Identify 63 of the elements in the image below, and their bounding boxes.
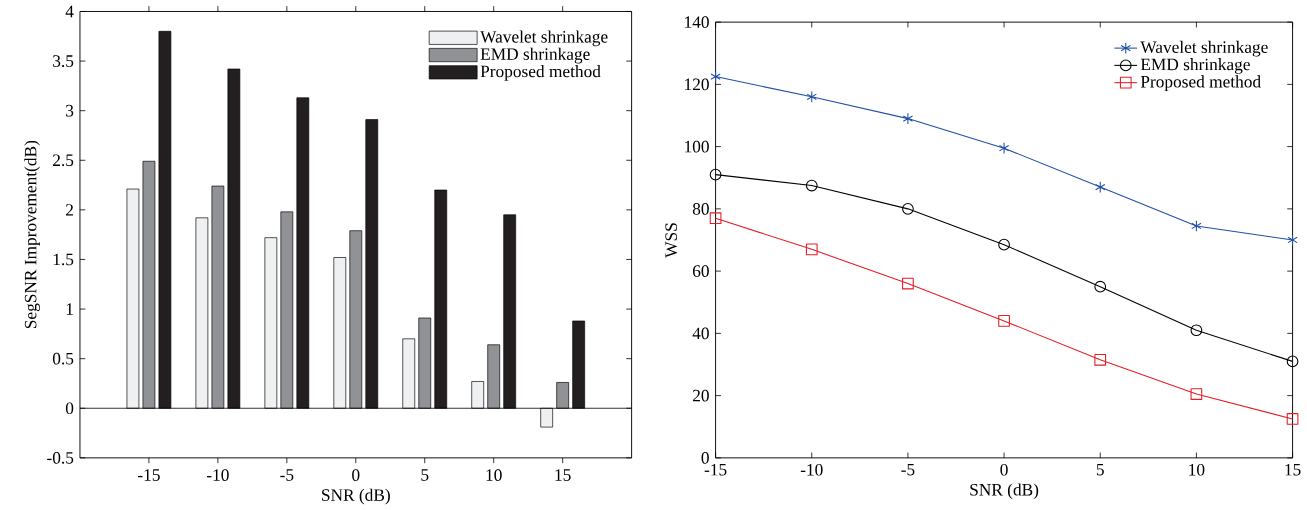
x-tick-label: -15: [138, 469, 160, 481]
x-tick-label: -15: [704, 463, 727, 476]
y-tick-label: 40: [692, 327, 709, 340]
point: [710, 70, 721, 83]
legend-label: EMD shrinkage: [1140, 57, 1250, 74]
y-axis-title: WSS: [665, 223, 678, 258]
y-tick-label: 1.5: [53, 253, 74, 266]
legend-label: Wavelet shrinkage: [480, 30, 608, 47]
point: [998, 238, 1010, 251]
point: [1095, 181, 1106, 193]
y-tick-label: 20: [692, 389, 709, 402]
point: [1094, 280, 1107, 293]
point: [1191, 220, 1202, 232]
x-tick-label: 15: [1285, 463, 1301, 476]
y-tick-label: 4: [65, 5, 74, 18]
y-tick-label: 0.5: [52, 352, 74, 365]
x-tick-label: 0: [1000, 463, 1008, 476]
y-tick-label: 80: [692, 202, 709, 215]
point: [1287, 234, 1298, 246]
point: [902, 277, 914, 290]
point: [805, 179, 818, 192]
y-tick-label: 3: [66, 104, 74, 117]
legend-label: EMD shrinkage: [480, 47, 590, 64]
point: [1286, 355, 1299, 368]
x-tick-label: 10: [1189, 463, 1205, 476]
y-tick-label: 60: [692, 265, 709, 277]
y-tick-label: 2.5: [53, 154, 74, 167]
point: [998, 314, 1010, 327]
y-tick-label: 100: [685, 140, 709, 153]
legend-label: Proposed method: [1140, 75, 1261, 91]
point: [1286, 412, 1299, 425]
legend-label: Wavelet shrinkage: [1140, 40, 1268, 57]
x-tick-label: -10: [800, 463, 823, 476]
y-tick-label: 140: [685, 16, 709, 28]
point: [709, 168, 722, 181]
x-tick-label: 5: [1096, 463, 1104, 476]
legend-label: Proposed method: [480, 64, 601, 81]
x-tick-label: -10: [206, 469, 229, 481]
x-tick-label: 5: [421, 469, 429, 481]
x-tick-label: -5: [901, 463, 915, 476]
point: [805, 243, 818, 256]
point: [998, 142, 1010, 154]
point: [1190, 388, 1203, 400]
x-tick-label: 10: [486, 469, 502, 481]
x-axis-title: SNR (dB): [970, 483, 1039, 499]
point: [902, 112, 914, 125]
x-tick-label: -5: [280, 469, 294, 481]
x-axis-title: SNR (dB): [322, 488, 390, 505]
y-tick-label: 1: [66, 303, 73, 315]
point: [1190, 324, 1203, 337]
point: [709, 212, 722, 224]
point: [806, 90, 817, 103]
y-tick-label: -0.5: [47, 451, 74, 464]
y-tick-label: 0: [65, 402, 74, 414]
y-tick-label: 2: [66, 204, 73, 216]
point: [902, 202, 914, 215]
y-tick-label: 120: [685, 78, 709, 91]
x-tick-label: 0: [352, 469, 360, 481]
y-axis-title: SegSNR Improvement(dB): [24, 140, 41, 328]
y-tick-label: 3.5: [53, 55, 74, 67]
point: [1094, 353, 1107, 366]
x-tick-label: 15: [555, 469, 571, 481]
y-tick-label: 0: [701, 451, 709, 464]
